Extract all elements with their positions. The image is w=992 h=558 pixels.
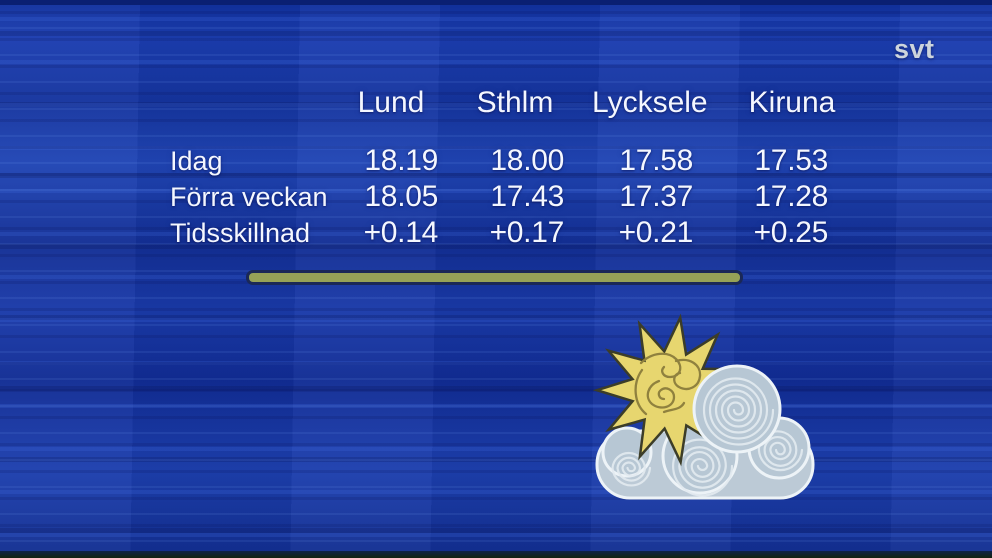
table-cell: 18.00 [490, 144, 564, 177]
header-spacer [150, 86, 330, 120]
sunset-times-table: Lund Sthlm Lycksele Kiruna Idag 18.19 18… [150, 86, 842, 251]
column-header-lund: Lund [357, 86, 425, 119]
table-cell: 17.58 [619, 144, 693, 177]
table-cell: 17.37 [619, 180, 693, 213]
sun-behind-cloud-illustration [592, 313, 815, 500]
table-cell: +0.17 [489, 216, 565, 249]
table-cell: 18.19 [364, 144, 438, 177]
svt-logo: svt [894, 34, 935, 64]
row-label: Förra veckan [170, 182, 328, 212]
column-header-kiruna: Kiruna [748, 86, 836, 119]
letterbox-top [0, 0, 992, 5]
divider-line [246, 270, 743, 285]
table-row-forra-veckan: Förra veckan 18.05 17.43 17.37 17.28 [150, 179, 842, 215]
table-cell: +0.14 [363, 216, 439, 249]
table-cell: 18.05 [364, 180, 438, 213]
table-cell: 17.53 [754, 144, 828, 177]
cloud-front-lobe [692, 364, 782, 454]
table-cell: +0.25 [753, 216, 829, 249]
table-cell: 17.28 [754, 180, 828, 213]
column-header-sthlm: Sthlm [476, 86, 554, 119]
row-label: Tidsskillnad [170, 218, 311, 248]
table-cell: 17.43 [490, 180, 564, 213]
row-label: Idag [170, 146, 223, 176]
table-cell: +0.21 [618, 216, 694, 249]
table-row-idag: Idag 18.19 18.00 17.58 17.53 [150, 143, 842, 179]
letterbox-bottom [0, 551, 992, 558]
cloud-icon [595, 416, 815, 500]
table-row-tidsskillnad: Tidsskillnad +0.14 +0.17 +0.21 +0.25 [150, 215, 842, 251]
table-header-row: Lund Sthlm Lycksele Kiruna [150, 86, 842, 120]
column-header-lycksele: Lycksele [592, 86, 708, 119]
